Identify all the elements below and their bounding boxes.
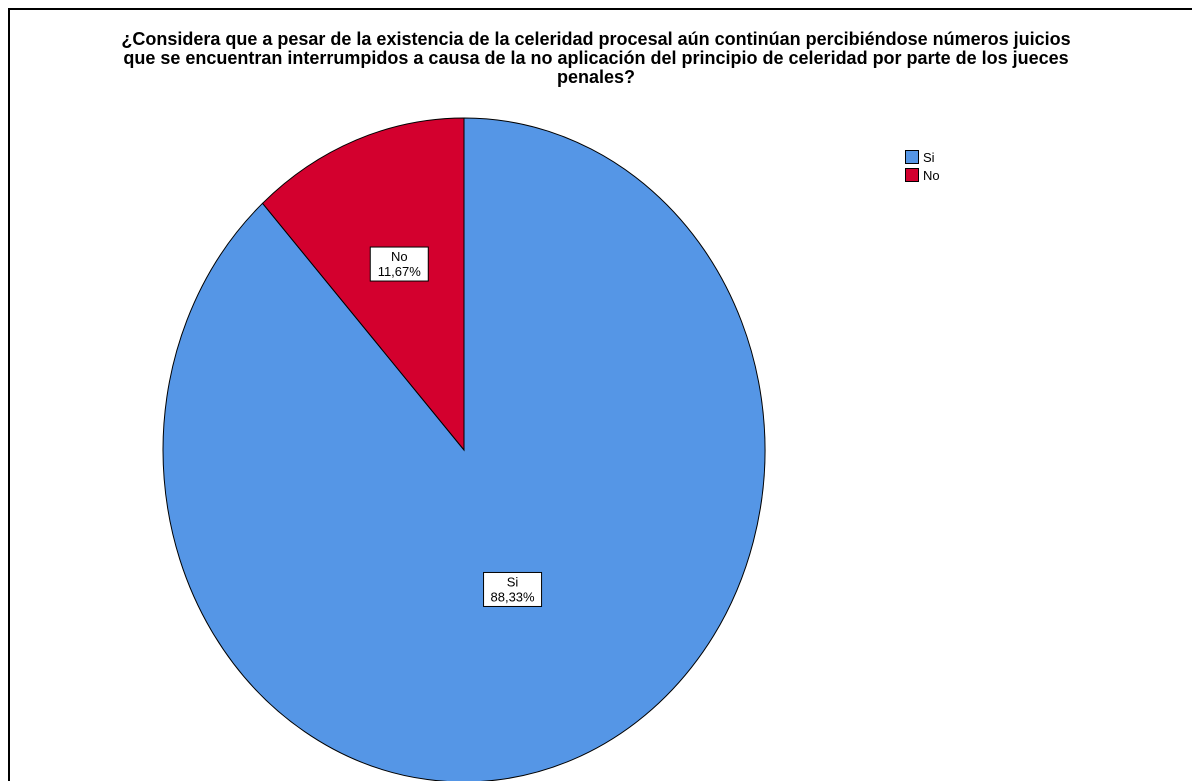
legend-label-no: No	[923, 167, 940, 183]
slice-label-box	[483, 571, 543, 607]
legend-swatch-no	[905, 168, 919, 182]
pie-slice-si	[162, 117, 766, 781]
slice-label-name: No	[391, 249, 408, 264]
legend: Si No	[905, 148, 940, 184]
slice-label-percent: 11,67%	[378, 264, 422, 279]
legend-swatch-si	[905, 150, 919, 164]
slice-label-box	[369, 246, 429, 282]
chart-title-line-1: ¿Considera que a pesar de la existencia …	[121, 29, 1071, 49]
slice-label-name: Si	[507, 574, 519, 589]
legend-item-si: Si	[905, 148, 940, 166]
legend-item-no: No	[905, 166, 940, 184]
chart-title-line-2: que se encuentran interrumpidos a causa …	[123, 48, 1069, 68]
chart-title: ¿Considera que a pesar de la existencia …	[0, 30, 1192, 87]
legend-label-si: Si	[923, 149, 935, 165]
slice-label-percent: 88,33%	[491, 589, 536, 604]
chart-title-line-3: penales?	[556, 67, 636, 87]
pie-slice-no	[261, 117, 465, 452]
